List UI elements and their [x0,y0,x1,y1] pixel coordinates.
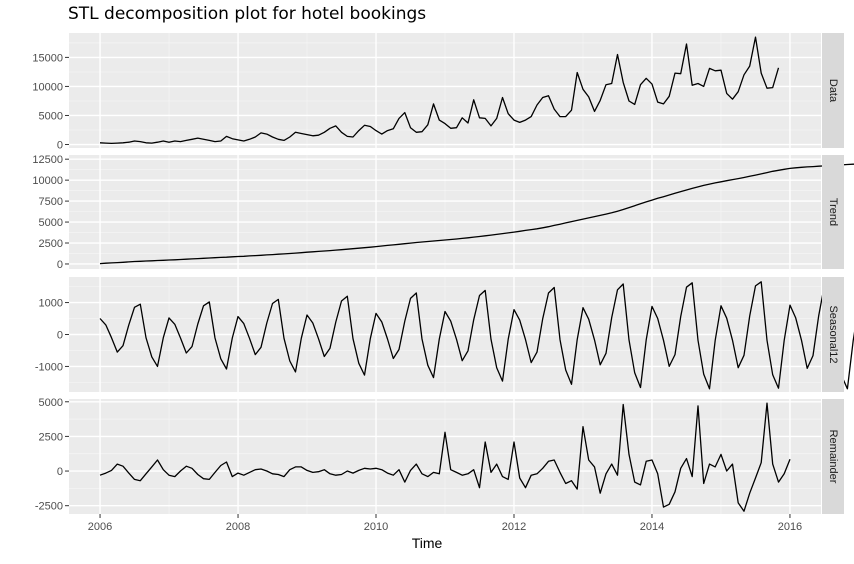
y-tick-label: 2500 [39,238,63,250]
y-tick-label: -2500 [35,501,63,513]
x-axis-label: Time [411,535,443,551]
x-tick-label: 2008 [226,521,250,533]
y-tick-label: -1000 [35,361,63,373]
facet-strip-label: Trend [827,198,839,226]
y-tick-label: 0 [57,140,63,152]
y-tick-label: 10000 [32,81,63,93]
y-tick-label: 1000 [39,298,63,310]
x-tick-label: 2006 [88,521,112,533]
x-tick-label: 2012 [502,521,526,533]
x-tick-label: 2014 [640,521,664,533]
series-line-trend [99,163,854,265]
y-tick-label: 2500 [39,431,63,443]
facet-strip-label: Remainder [827,430,839,484]
chart-title: STL decomposition plot for hotel booking… [68,4,427,24]
y-tick-label: 10000 [32,175,63,187]
y-tick-label: 0 [57,259,63,271]
y-tick-label: 12500 [32,154,63,166]
facet-strip [822,399,844,514]
series-line-seasonal12 [99,280,854,390]
y-tick-label: 0 [57,330,63,342]
facet-strip-label: Seasonal12 [827,305,839,363]
facet-strip-label: Data [827,79,839,103]
facet-strip [822,277,844,392]
series-line-remainder [99,402,791,512]
facet-strip [822,33,844,148]
x-tick-label: 2016 [778,521,802,533]
series-line-data [99,36,780,145]
x-tick-label: 2010 [364,521,388,533]
y-tick-label: 0 [57,466,63,478]
facet-strip [822,155,844,269]
y-tick-label: 5000 [39,217,63,229]
y-tick-label: 5000 [39,110,63,122]
y-tick-label: 7500 [39,196,63,208]
y-tick-label: 15000 [32,52,63,64]
y-tick-label: 5000 [39,397,63,409]
